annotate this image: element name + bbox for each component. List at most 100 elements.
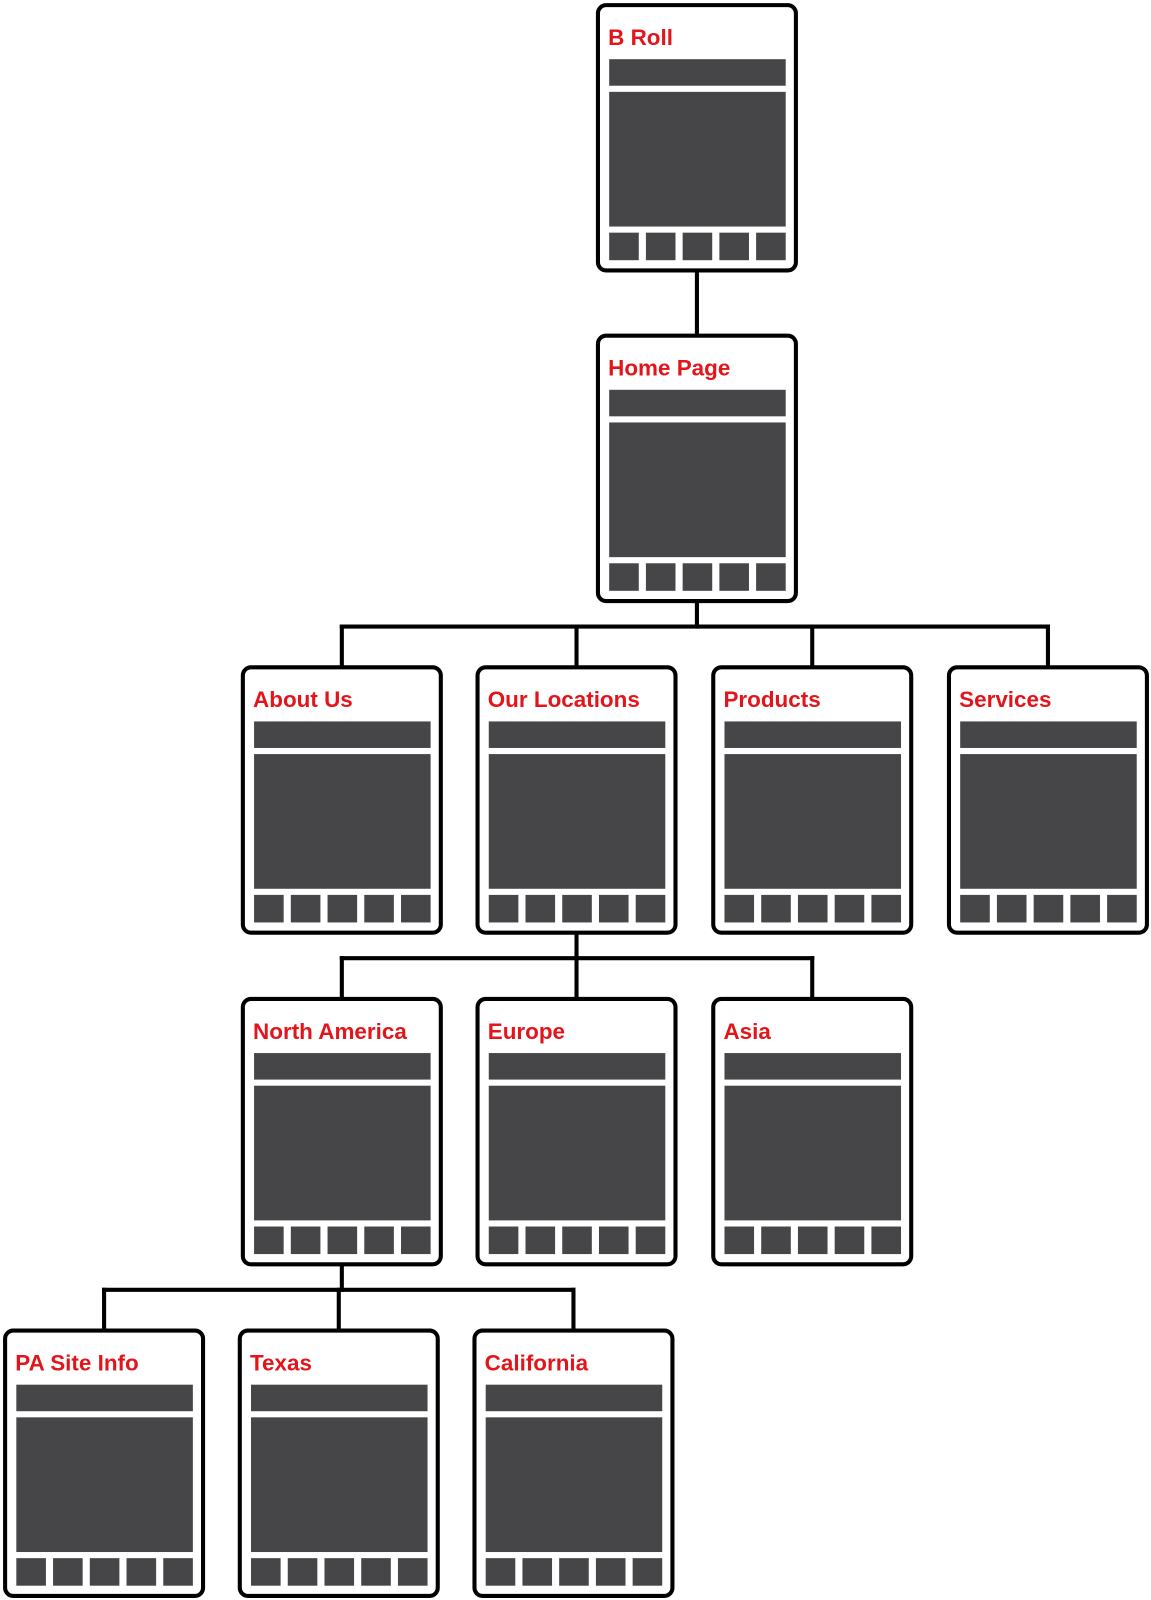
page-footer-block <box>290 1226 321 1255</box>
page-footer-block <box>401 1226 431 1255</box>
page-footer-block <box>522 1558 553 1586</box>
page-footer-block <box>645 563 676 591</box>
page-title: Services <box>959 687 1051 712</box>
page-footer-block <box>609 563 639 591</box>
page-footer-block <box>254 1226 284 1255</box>
page-title: PA Site Info <box>15 1350 138 1375</box>
page-header-block <box>16 1384 193 1412</box>
page-footer-block <box>756 232 786 261</box>
page-footer-block <box>871 1226 902 1255</box>
page-footer-block <box>834 894 865 923</box>
page-header-block <box>724 1053 902 1080</box>
page-content-block <box>488 754 666 889</box>
page-footer-block <box>364 894 394 923</box>
page-node: Products <box>711 665 914 935</box>
page-node: North America <box>240 996 443 1267</box>
page-content-block <box>254 1085 431 1221</box>
page-footer-block <box>163 1558 193 1586</box>
page-node: Texas <box>237 1328 440 1598</box>
page-footer-block <box>525 894 556 923</box>
page-footer-block <box>724 894 755 923</box>
page-header-block <box>488 721 666 748</box>
page-content-block <box>16 1417 193 1553</box>
page-footer-block <box>632 1558 663 1586</box>
page-footer-block <box>598 1226 629 1255</box>
page-footer-block <box>719 232 749 261</box>
page-footer-block <box>635 894 666 923</box>
page-footer-block <box>797 1226 828 1255</box>
page-content-block <box>724 754 902 889</box>
page-header-block <box>485 1384 663 1412</box>
page-header-block <box>488 1053 666 1080</box>
page-header-block <box>609 59 786 86</box>
page-node: Home Page <box>595 333 798 604</box>
page-header-block <box>960 721 1137 748</box>
page-node: Europe <box>475 996 678 1267</box>
page-title: Europe <box>488 1019 565 1044</box>
page-footer-block <box>635 1226 666 1255</box>
connectors <box>102 270 1050 1331</box>
page-footer-block <box>16 1558 46 1586</box>
page-footer-block <box>254 894 284 923</box>
page-footer-block <box>485 1558 516 1586</box>
page-footer-block <box>682 563 713 591</box>
page-footer-block <box>89 1558 120 1586</box>
page-header-block <box>254 721 431 748</box>
page-footer-block <box>327 894 358 923</box>
page-footer-block <box>488 1226 519 1255</box>
page-footer-block <box>595 1558 626 1586</box>
page-title: Products <box>723 687 820 712</box>
page-footer-block <box>364 1226 394 1255</box>
page-content-block <box>251 1417 428 1553</box>
page-title: Texas <box>250 1350 312 1375</box>
page-content-block <box>960 754 1137 889</box>
page-node: Services <box>946 665 1149 935</box>
pages: B Roll Home Page About Us Our Locations Nort… <box>3 3 1149 1598</box>
page-node: PA Site Info <box>3 1328 206 1598</box>
page-footer-block <box>488 894 519 923</box>
page-footer-block <box>682 232 713 261</box>
page-footer-block <box>645 232 676 261</box>
page-footer-block <box>1033 894 1064 923</box>
page-content-block <box>609 91 786 227</box>
page-content-block <box>488 1085 666 1221</box>
page-footer-block <box>598 894 629 923</box>
page-footer-block <box>761 894 791 923</box>
page-footer-block <box>719 563 749 591</box>
page-footer-block <box>724 1226 755 1255</box>
page-footer-block <box>559 1558 589 1586</box>
page-footer-block <box>1070 894 1100 923</box>
page-footer-block <box>525 1226 556 1255</box>
page-footer-block <box>562 894 592 923</box>
page-footer-block <box>996 894 1027 923</box>
page-footer-block <box>960 894 990 923</box>
page-title: About Us <box>253 687 353 712</box>
page-content-block <box>485 1417 663 1553</box>
page-footer-block <box>609 232 639 261</box>
page-footer-block <box>562 1226 592 1255</box>
page-footer-block <box>797 894 828 923</box>
page-node: About Us <box>240 665 443 935</box>
page-content-block <box>254 754 431 889</box>
page-title: Our Locations <box>488 687 640 712</box>
page-title: California <box>485 1350 589 1375</box>
page-footer-block <box>756 563 786 591</box>
page-node: Our Locations <box>475 665 678 935</box>
page-title: B Roll <box>608 25 673 50</box>
page-footer-block <box>327 1226 358 1255</box>
page-node: B Roll <box>595 3 798 273</box>
page-footer-block <box>834 1226 865 1255</box>
page-footer-block <box>761 1226 791 1255</box>
page-title: North America <box>253 1019 407 1044</box>
page-footer-block <box>401 894 431 923</box>
page-footer-block <box>361 1558 391 1586</box>
page-header-block <box>254 1053 431 1080</box>
page-header-block <box>251 1384 428 1412</box>
page-footer-block <box>1107 894 1137 923</box>
page-footer-block <box>251 1558 281 1586</box>
page-content-block <box>724 1085 902 1221</box>
page-header-block <box>609 389 786 417</box>
page-node: Asia <box>711 996 914 1267</box>
